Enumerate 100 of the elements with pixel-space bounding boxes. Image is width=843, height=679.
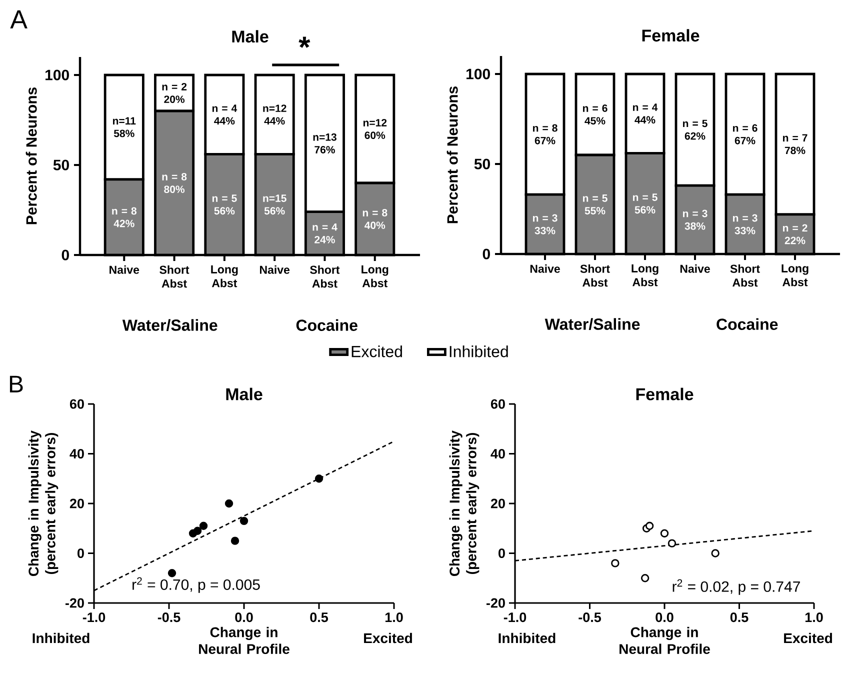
y-tick-label: 0 bbox=[78, 548, 84, 558]
x-axis-title: Change in Neural Profile bbox=[620, 626, 710, 654]
annotation: r$^{2}$ = 0.02, p = 0.747 bbox=[672, 579, 800, 595]
data-label: n=15 56% bbox=[263, 194, 286, 215]
text: * bbox=[298, 36, 310, 48]
x-tick-label: Naive bbox=[110, 265, 140, 274]
annotation: r$^{2}$ = 0.70, p = 0.005 bbox=[132, 577, 260, 593]
x-tick-label: Short Abst bbox=[160, 265, 190, 288]
y-tick-label: 100 bbox=[46, 70, 69, 80]
data-label: n = 7 78% bbox=[783, 134, 808, 154]
point bbox=[611, 559, 620, 568]
data-label: n = 4 24% bbox=[312, 223, 338, 244]
data-label: n = 8 67% bbox=[533, 124, 558, 144]
y-tick-label: 0 bbox=[482, 248, 490, 260]
data-label: n=11 58% bbox=[113, 117, 136, 138]
y-tick-label: 50 bbox=[53, 160, 69, 170]
text: Excited bbox=[784, 632, 832, 644]
data-label: n = 3 38% bbox=[683, 210, 708, 230]
text: Water/Saline bbox=[544, 318, 640, 330]
x-tick-label: Short Abst bbox=[580, 264, 610, 287]
y-tick-label: 40 bbox=[70, 448, 84, 459]
data-label: n = 5 56% bbox=[212, 194, 237, 215]
y-tick-label: 100 bbox=[466, 68, 490, 80]
x-tick-label: Long Abst bbox=[782, 264, 808, 286]
text: A bbox=[10, 10, 28, 28]
point bbox=[660, 529, 669, 538]
data-label: n = 3 33% bbox=[733, 214, 758, 234]
data-label: n = 5 56% bbox=[633, 194, 658, 214]
y-tick-label: 20 bbox=[490, 498, 505, 508]
x-tick-label: 0.0 bbox=[656, 612, 674, 622]
data-label: n = 8 42% bbox=[112, 207, 136, 228]
data-label: n = 5 55% bbox=[583, 194, 608, 214]
data-label: n = 2 20% bbox=[162, 82, 187, 104]
data-label: n = 8 80% bbox=[162, 172, 187, 194]
text: Cocaine bbox=[296, 319, 358, 331]
data-label: n = 2 22% bbox=[783, 224, 808, 244]
point bbox=[668, 539, 676, 548]
y-tick-label: 60 bbox=[490, 399, 505, 409]
text: Cocaine bbox=[716, 318, 778, 330]
x-tick-label: 1.0 bbox=[805, 612, 823, 622]
x-tick-label: -1.0 bbox=[504, 612, 526, 622]
chart-title: Female bbox=[636, 388, 694, 400]
data-label: n = 8 40% bbox=[362, 208, 388, 230]
x-tick-label: 1.0 bbox=[385, 612, 403, 622]
y-tick-label: 60 bbox=[70, 399, 84, 409]
data-label: n = 4 44% bbox=[633, 104, 658, 124]
y-axis-title: Percent of Neurons bbox=[26, 87, 37, 224]
data-label: n=12 44% bbox=[263, 104, 286, 125]
data-label: n = 6 45% bbox=[583, 104, 608, 125]
data-label: n=12 60% bbox=[363, 118, 387, 140]
point bbox=[199, 522, 208, 530]
data-label: n = 4 44% bbox=[212, 104, 238, 125]
point bbox=[240, 516, 248, 526]
data-label: n = 6 67% bbox=[733, 124, 758, 144]
point bbox=[711, 549, 720, 558]
y-axis-title: Percent of Neurons bbox=[446, 86, 458, 224]
y-axis-title: Change in Impulsivity (percent early errors) bbox=[28, 430, 58, 576]
chart-title: Male bbox=[232, 30, 268, 43]
x-tick-label: Naive bbox=[530, 264, 560, 273]
y-tick-label: 0 bbox=[62, 250, 69, 260]
x-tick-label: Short Abst bbox=[310, 265, 340, 288]
legend-label: Excited bbox=[352, 345, 402, 358]
point bbox=[193, 526, 202, 535]
y-tick-label: -20 bbox=[66, 598, 84, 608]
point bbox=[314, 474, 324, 483]
y-tick-label: 50 bbox=[474, 158, 490, 170]
x-axis-title: Change in Neural Profile bbox=[199, 626, 290, 654]
text: Inhibited bbox=[498, 632, 556, 644]
x-tick-label: Short Abst bbox=[730, 264, 760, 287]
x-tick-label: -0.5 bbox=[578, 612, 602, 622]
x-tick-label: Long Abst bbox=[362, 265, 388, 288]
y-tick-label: -20 bbox=[486, 598, 505, 608]
text: Inhibited bbox=[32, 632, 90, 644]
x-tick-label: -0.5 bbox=[158, 612, 180, 622]
x-tick-label: Long Abst bbox=[211, 265, 238, 288]
y-tick-label: 0 bbox=[498, 548, 505, 558]
x-tick-label: -1.0 bbox=[82, 612, 106, 622]
x-tick-label: Long Abst bbox=[632, 264, 658, 286]
x-tick-label: 0.5 bbox=[310, 612, 328, 622]
legend-label: Inhibited bbox=[450, 345, 508, 358]
x-tick-label: 0.5 bbox=[730, 612, 748, 622]
data-label: n=13 76% bbox=[313, 133, 336, 154]
text: Excited bbox=[364, 632, 412, 644]
y-tick-label: 40 bbox=[490, 448, 505, 459]
chart-title: Female bbox=[642, 29, 700, 42]
point bbox=[224, 499, 234, 508]
point bbox=[640, 574, 650, 582]
chart-title: Male bbox=[226, 388, 262, 400]
x-tick-label: 0.0 bbox=[235, 612, 253, 622]
x-tick-label: Naive bbox=[680, 264, 710, 273]
data-label: n = 3 33% bbox=[533, 214, 558, 234]
x-tick-label: Naive bbox=[260, 265, 290, 274]
point bbox=[230, 536, 240, 545]
data-label: n = 5 62% bbox=[683, 120, 708, 140]
text: Water/Saline bbox=[122, 319, 218, 332]
y-axis-title: Change in Impulsivity (percent early errors) bbox=[449, 430, 480, 576]
y-tick-label: 20 bbox=[70, 498, 84, 508]
point bbox=[645, 522, 654, 530]
text: B bbox=[10, 376, 23, 392]
point bbox=[168, 569, 176, 578]
